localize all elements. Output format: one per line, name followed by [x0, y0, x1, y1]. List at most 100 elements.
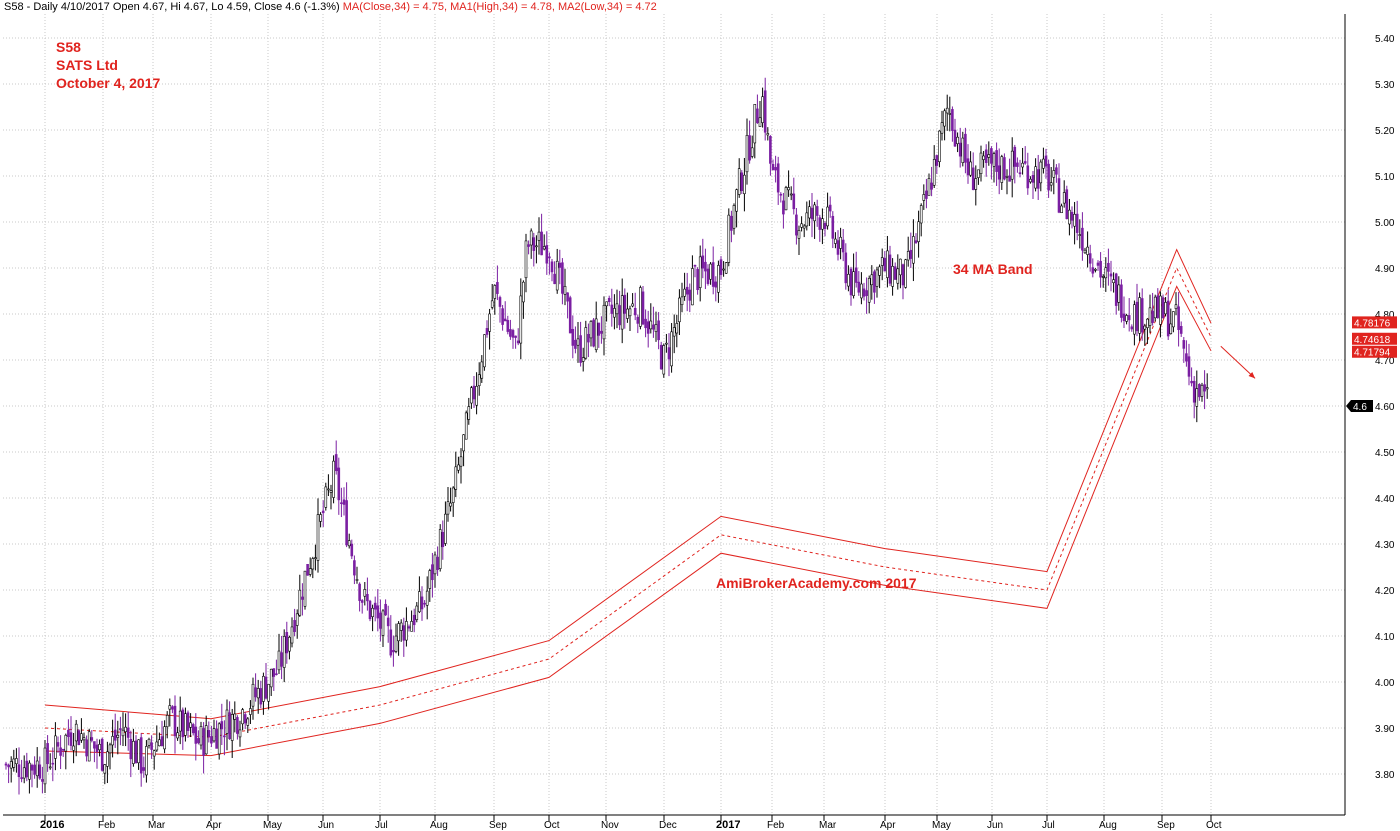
ohlc-body: [990, 148, 993, 164]
ohlc-body: [561, 262, 564, 294]
ohlc-body: [498, 297, 502, 307]
ohlc-body: [1120, 284, 1123, 318]
ohlc-body: [407, 626, 411, 629]
ohlc-body: [756, 108, 759, 124]
ohlc-body: [524, 240, 528, 279]
ohlc-body: [784, 187, 788, 211]
ohlc-body: [519, 295, 523, 344]
ohlc-body: [1205, 387, 1209, 390]
ohlc-body: [316, 514, 320, 561]
ohlc-body: [696, 269, 699, 291]
header-ma1: MA1(High,34) = 4.78,: [450, 1, 555, 13]
ohlc-body: [618, 305, 621, 326]
ohlc-body: [241, 709, 244, 725]
ohlc-body: [834, 238, 837, 244]
ohlc-body: [774, 167, 777, 171]
ohlc-body: [1008, 175, 1011, 182]
ohlc-body: [243, 714, 247, 724]
axis-layer: 5.40 5.30 5.20 5.10 5.00 4.90 4.80 4.70 4.60 4.50…: [3, 14, 1397, 831]
ohlc-body: [771, 164, 775, 171]
ma-line-ma1-high-34-: [44, 248, 1212, 720]
x-tick-label: Jun: [987, 820, 1003, 831]
ohlc-body: [958, 142, 962, 157]
date-annotation: October 4, 2017: [56, 75, 160, 91]
ohlc-body: [295, 613, 299, 626]
x-tick-label: Mar: [148, 820, 166, 831]
ohlc-body: [852, 271, 855, 296]
ohlc-body: [977, 169, 980, 178]
ohlc-body: [935, 155, 939, 166]
ohlc-body: [412, 614, 416, 626]
ohlc-body: [854, 267, 858, 283]
last-price-pointer: [1346, 400, 1351, 412]
ohlc-body: [532, 237, 536, 251]
ohlc-body: [1190, 380, 1193, 384]
ohlc-body: [1153, 296, 1157, 319]
x-tick-label: Nov: [601, 820, 619, 831]
ohlc-body: [381, 610, 385, 636]
ohlc-body: [1094, 268, 1097, 271]
ohlc-body: [966, 158, 970, 176]
x-tick-label: Dec: [659, 820, 677, 831]
ohlc-body: [909, 249, 913, 259]
ohlc-body: [659, 344, 663, 370]
ohlc-body: [108, 744, 112, 754]
watermark: AmiBrokerAcademy.com 2017: [716, 575, 917, 591]
ohlc-body: [1065, 189, 1069, 220]
ohlc-body: [293, 620, 296, 632]
ohlc-body: [1146, 318, 1149, 329]
y-tick-label: 3.80: [1375, 770, 1395, 781]
ohlc-body: [488, 313, 491, 332]
ohlc-body: [641, 291, 645, 325]
ohlc-body: [1203, 384, 1206, 392]
ohlc-body: [202, 728, 205, 756]
ohlc-body: [553, 273, 556, 285]
ohlc-body: [636, 316, 640, 324]
ohlc-body: [795, 214, 798, 236]
ohlc-body: [160, 736, 164, 747]
ohlc-body: [59, 747, 62, 756]
ohlc-body: [1070, 211, 1074, 221]
last-price-box: [1351, 400, 1373, 412]
ohlc-body: [269, 668, 273, 688]
ohlc-body: [33, 764, 36, 775]
ohlc-body: [298, 589, 302, 616]
band-label: 34 MA Band: [953, 261, 1033, 277]
ohlc-body: [568, 297, 572, 334]
y-tick-label: 4.40: [1375, 494, 1395, 505]
ohlc-body: [1060, 205, 1063, 214]
y-tick-label: 5.00: [1375, 218, 1395, 229]
ohlc-body: [389, 629, 393, 656]
ohlc-body: [1049, 182, 1053, 186]
ohlc-body: [766, 133, 770, 136]
ohlc-body: [672, 327, 676, 337]
ohlc-body: [204, 725, 208, 755]
x-tick-label: Apr: [206, 820, 222, 831]
ohlc-body: [891, 266, 894, 287]
ohlc-body: [329, 490, 333, 493]
ohlc-body: [217, 723, 221, 755]
ohlc-body: [28, 762, 31, 780]
ohlc-body: [680, 296, 684, 306]
ohlc-body: [646, 321, 650, 334]
ohlc-body: [644, 318, 647, 329]
ohlc-body: [342, 499, 346, 505]
ohlc-body: [1135, 301, 1139, 332]
ohlc-body: [912, 236, 915, 264]
ohlc-body: [290, 626, 294, 644]
ohlc-body: [80, 733, 83, 741]
ohlc-body: [995, 150, 998, 172]
ohlc-body: [371, 607, 374, 617]
ohlc-body: [423, 602, 426, 605]
ohlc-body: [475, 386, 478, 406]
ohlc-body: [683, 288, 686, 297]
ohlc-body: [1047, 163, 1050, 191]
ohlc-body: [178, 710, 182, 732]
ohlc-body: [984, 149, 988, 163]
ohlc-body: [147, 738, 151, 746]
x-tick-label: May: [263, 820, 282, 831]
ohlc-body: [1078, 234, 1082, 236]
ohlc-body: [444, 513, 447, 544]
ohlc-body: [35, 760, 39, 777]
x-tick-label: Apr: [880, 820, 896, 831]
